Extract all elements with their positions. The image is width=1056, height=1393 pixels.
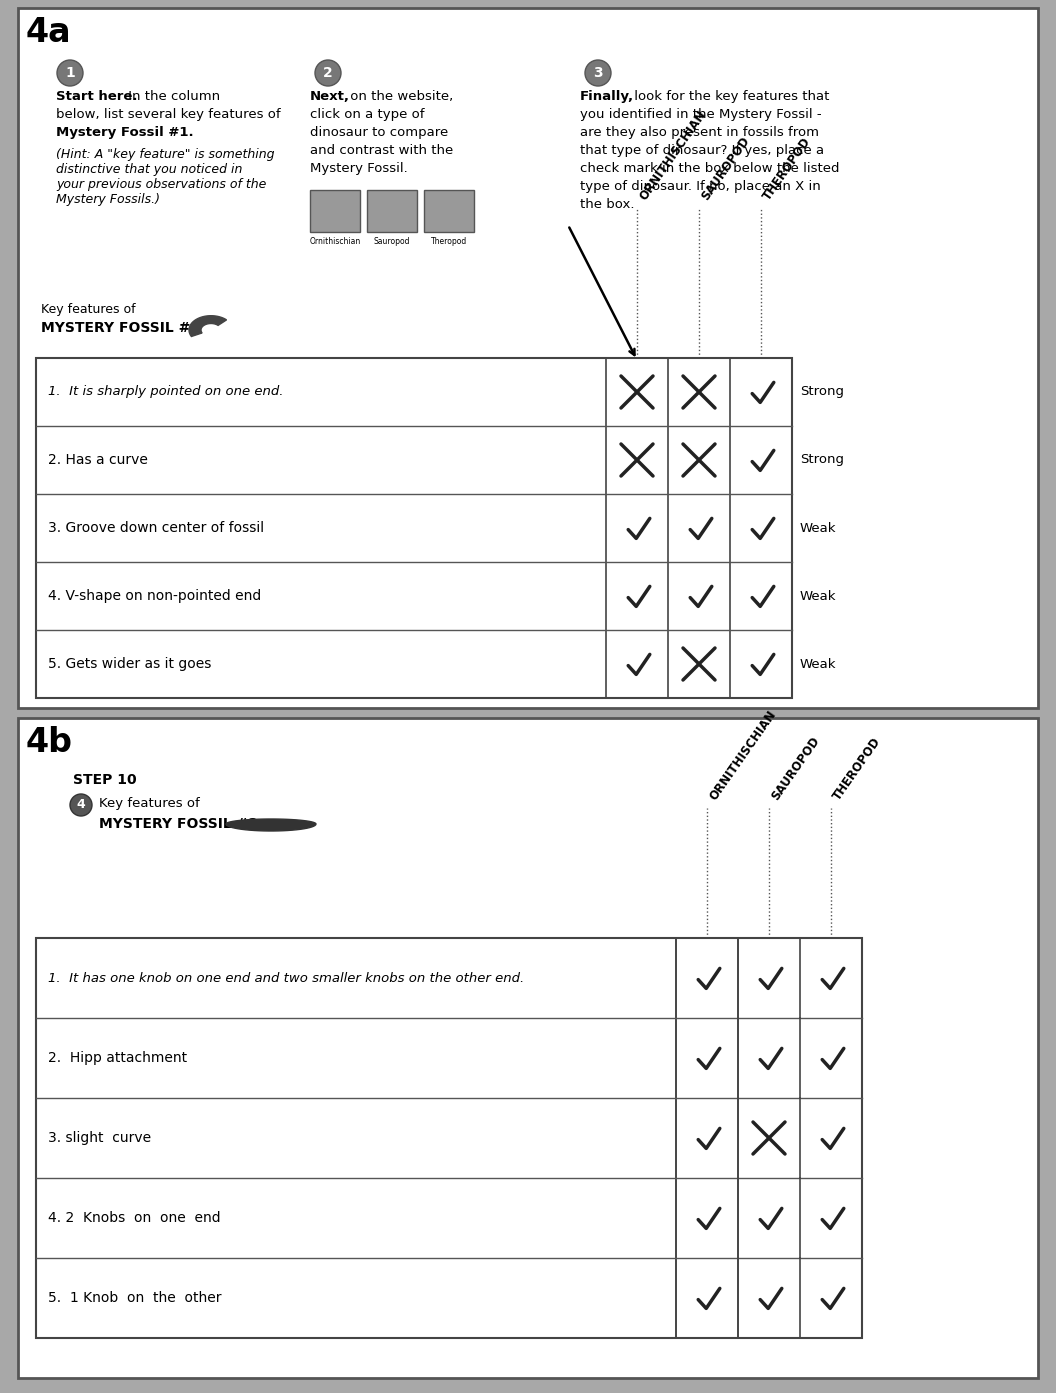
Circle shape bbox=[57, 60, 83, 86]
Text: MYSTERY FOSSIL #2: MYSTERY FOSSIL #2 bbox=[99, 818, 258, 832]
Circle shape bbox=[585, 60, 611, 86]
Text: ORNITHISCHIAN: ORNITHISCHIAN bbox=[637, 109, 709, 203]
Text: 5.  1 Knob  on  the  other: 5. 1 Knob on the other bbox=[48, 1291, 222, 1305]
Text: on the website,: on the website, bbox=[346, 91, 453, 103]
Text: Key features of: Key features of bbox=[41, 304, 135, 316]
Text: THEROPOD: THEROPOD bbox=[761, 135, 814, 203]
Text: ORNITHISCHIAN: ORNITHISCHIAN bbox=[708, 708, 778, 802]
Text: THEROPOD: THEROPOD bbox=[831, 736, 884, 802]
Text: 4. V-shape on non-pointed end: 4. V-shape on non-pointed end bbox=[48, 589, 261, 603]
Polygon shape bbox=[226, 819, 316, 832]
Text: Strong: Strong bbox=[800, 386, 844, 398]
Text: 1.  It has one knob on one end and two smaller knobs on the other end.: 1. It has one knob on one end and two sm… bbox=[48, 971, 524, 985]
Bar bbox=[367, 189, 417, 233]
Text: dinosaur to compare: dinosaur to compare bbox=[310, 125, 448, 139]
Text: Weak: Weak bbox=[800, 657, 836, 670]
Bar bbox=[310, 189, 360, 233]
Text: 2. Has a curve: 2. Has a curve bbox=[48, 453, 148, 467]
Text: Weak: Weak bbox=[800, 589, 836, 603]
Text: SAUROPOD: SAUROPOD bbox=[699, 135, 752, 203]
Text: Mystery Fossil #1.: Mystery Fossil #1. bbox=[56, 125, 193, 139]
Text: Start here.: Start here. bbox=[56, 91, 137, 103]
Text: Weak: Weak bbox=[800, 521, 836, 535]
Text: Ornithischian: Ornithischian bbox=[309, 237, 361, 247]
Bar bbox=[36, 937, 862, 1339]
Text: below, list several key features of: below, list several key features of bbox=[56, 109, 281, 121]
Text: 4. 2  Knobs  on  one  end: 4. 2 Knobs on one end bbox=[48, 1211, 221, 1224]
Text: Sauropod: Sauropod bbox=[374, 237, 410, 247]
Text: the box.: the box. bbox=[580, 198, 635, 210]
Text: MYSTERY FOSSIL #1: MYSTERY FOSSIL #1 bbox=[41, 320, 201, 334]
Text: look for the key features that: look for the key features that bbox=[630, 91, 829, 103]
Text: you identified in the Mystery Fossil -: you identified in the Mystery Fossil - bbox=[580, 109, 822, 121]
Text: 3: 3 bbox=[593, 65, 603, 79]
Text: 3. slight  curve: 3. slight curve bbox=[48, 1131, 151, 1145]
Text: Theropod: Theropod bbox=[431, 237, 467, 247]
Text: 3. Groove down center of fossil: 3. Groove down center of fossil bbox=[48, 521, 264, 535]
Text: 1.  It is sharply pointed on one end.: 1. It is sharply pointed on one end. bbox=[48, 386, 283, 398]
Text: 2: 2 bbox=[323, 65, 333, 79]
Bar bbox=[18, 8, 1038, 708]
Text: (Hint: A "key feature" is something
distinctive that you noticed in
your previou: (Hint: A "key feature" is something dist… bbox=[56, 148, 275, 206]
Text: check mark in the box below the listed: check mark in the box below the listed bbox=[580, 162, 840, 176]
Text: Finally,: Finally, bbox=[580, 91, 634, 103]
Text: 4b: 4b bbox=[26, 726, 73, 759]
Text: 1: 1 bbox=[65, 65, 75, 79]
Text: 2.  Hipp attachment: 2. Hipp attachment bbox=[48, 1050, 187, 1066]
Text: Mystery Fossil.: Mystery Fossil. bbox=[310, 162, 408, 176]
Bar bbox=[425, 189, 474, 233]
Text: click on a type of: click on a type of bbox=[310, 109, 425, 121]
Text: 4a: 4a bbox=[26, 15, 72, 49]
Circle shape bbox=[70, 794, 92, 816]
Text: Next,: Next, bbox=[310, 91, 350, 103]
Text: STEP 10: STEP 10 bbox=[73, 773, 136, 787]
Text: that type of dinosaur? If yes, place a: that type of dinosaur? If yes, place a bbox=[580, 143, 824, 157]
Text: Key features of: Key features of bbox=[99, 797, 200, 809]
Text: 5. Gets wider as it goes: 5. Gets wider as it goes bbox=[48, 657, 211, 671]
Text: SAUROPOD: SAUROPOD bbox=[769, 734, 823, 802]
Text: Strong: Strong bbox=[800, 454, 844, 467]
Circle shape bbox=[315, 60, 341, 86]
Bar bbox=[18, 717, 1038, 1378]
Polygon shape bbox=[189, 316, 227, 337]
Text: are they also present in fossils from: are they also present in fossils from bbox=[580, 125, 819, 139]
Text: 4: 4 bbox=[77, 798, 86, 812]
Text: type of dinosaur. If no, place an X in: type of dinosaur. If no, place an X in bbox=[580, 180, 821, 194]
Text: In the column: In the column bbox=[124, 91, 220, 103]
Text: and contrast with the: and contrast with the bbox=[310, 143, 453, 157]
Bar bbox=[36, 358, 792, 698]
